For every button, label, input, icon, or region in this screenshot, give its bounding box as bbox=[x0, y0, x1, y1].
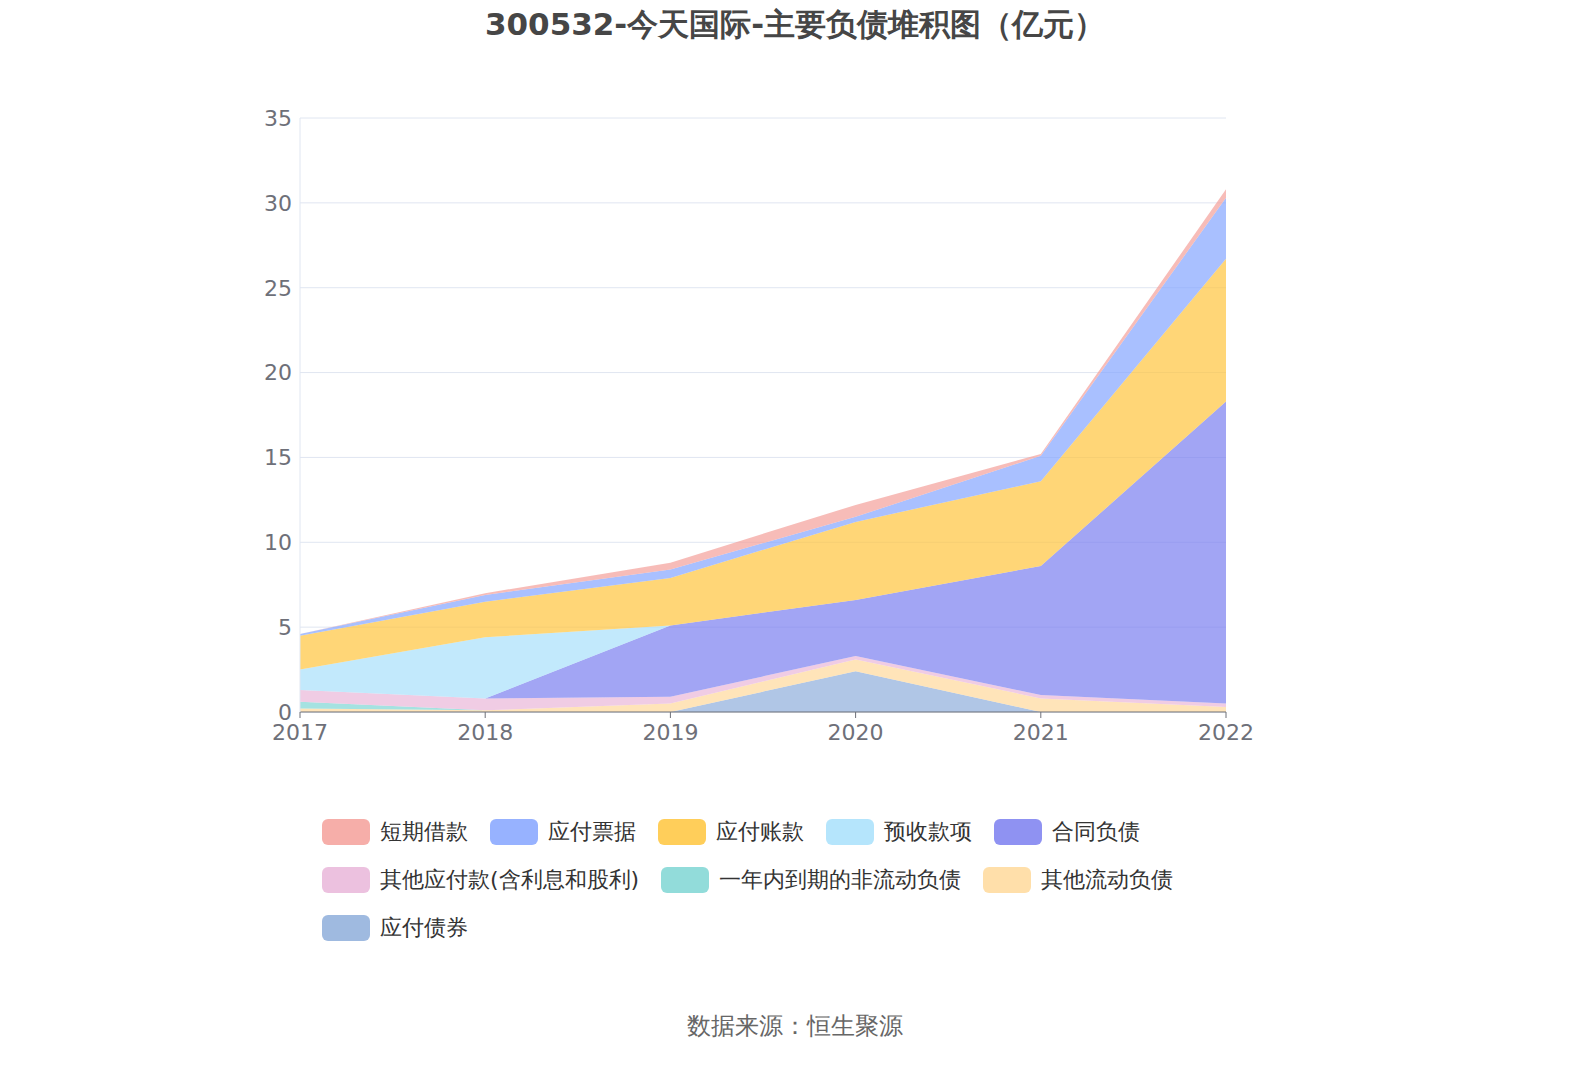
svg-text:0: 0 bbox=[278, 700, 292, 725]
html-text:应付债券: 应付债券 bbox=[380, 915, 468, 940]
html-text:一年内到期的非流动负债: 一年内到期的非流动负债 bbox=[719, 867, 962, 892]
svg-text:15: 15 bbox=[264, 445, 292, 470]
svg-text:35: 35 bbox=[264, 106, 292, 131]
svg-text:2017: 2017 bbox=[272, 719, 328, 745]
svg-text:30: 30 bbox=[264, 191, 292, 216]
svg-text:20: 20 bbox=[264, 360, 292, 385]
svg-text:2019: 2019 bbox=[642, 720, 698, 745]
svg-text:2018: 2018 bbox=[457, 720, 513, 745]
svg-text:2020: 2020 bbox=[828, 720, 884, 745]
svg-text:10: 10 bbox=[264, 530, 292, 555]
html-text:应付账款: 应付账款 bbox=[716, 819, 804, 844]
svg-text:5: 5 bbox=[278, 615, 292, 640]
html-text:数据来源：恒生聚源: 数据来源：恒生聚源 bbox=[687, 1012, 903, 1040]
html-text:预收款项: 预收款项 bbox=[884, 819, 972, 844]
html-text:短期借款: 短期借款 bbox=[380, 819, 468, 844]
html-text:合同负债: 合同负债 bbox=[1052, 819, 1140, 844]
svg-text:25: 25 bbox=[264, 276, 292, 301]
svg-text:2021: 2021 bbox=[1013, 720, 1069, 745]
html-text:其他应付款(含利息和股利): 其他应付款(含利息和股利) bbox=[380, 867, 640, 892]
html-text:300532-今天国际-主要负债堆积图（亿元）: 300532-今天国际-主要负债堆积图（亿元） bbox=[484, 6, 1106, 42]
html-text:应付票据: 应付票据 bbox=[548, 819, 636, 844]
html-text:其他流动负债: 其他流动负债 bbox=[1041, 867, 1174, 892]
svg-text:2022: 2022 bbox=[1198, 720, 1254, 745]
